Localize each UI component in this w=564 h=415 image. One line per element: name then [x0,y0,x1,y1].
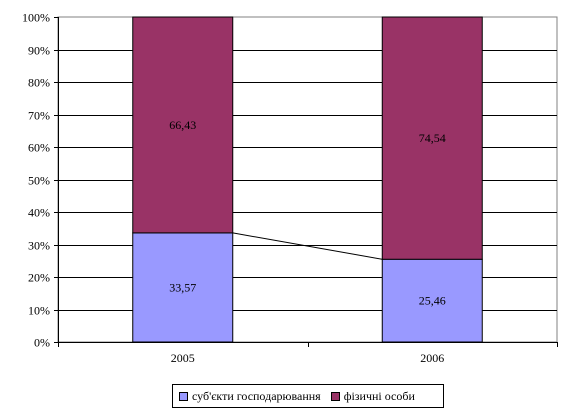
data-label: 74,54 [419,131,446,145]
legend: суб'єкти господарювання фізичні особи [172,384,444,408]
y-tick-label: 40% [28,206,50,220]
legend-item-individuals: фізичні особи [330,388,415,404]
legend-label-business-entities: суб'єкти господарювання [192,388,321,403]
y-tick-label: 30% [28,239,50,253]
y-tick-label: 60% [28,141,50,155]
legend-swatch-business-entities [179,391,188,401]
y-tick-label: 80% [28,76,50,90]
y-tick-label: 70% [28,109,50,123]
legend-item-business-entities: суб'єкти господарювання [179,389,321,404]
legend-swatch-individuals [330,391,340,401]
y-tick-label: 10% [28,304,50,318]
y-tick-label: 100% [22,11,50,25]
bar-segment [381,16,483,260]
y-tick-label: 0% [34,336,50,350]
data-label: 66,43 [169,118,196,132]
y-tick-label: 90% [28,44,50,58]
y-tick-label: 50% [28,174,50,188]
legend-label-individuals: фізичні особи [343,388,415,403]
x-category-label: 2006 [420,351,444,365]
x-category-label: 2005 [171,351,195,365]
data-label: 33,57 [169,280,196,294]
series-line [232,232,383,260]
y-tick-label: 20% [28,271,50,285]
bar-segment [381,258,483,343]
bar-segment [132,232,234,343]
data-label: 25,46 [419,294,446,308]
bar-segment [132,16,234,234]
